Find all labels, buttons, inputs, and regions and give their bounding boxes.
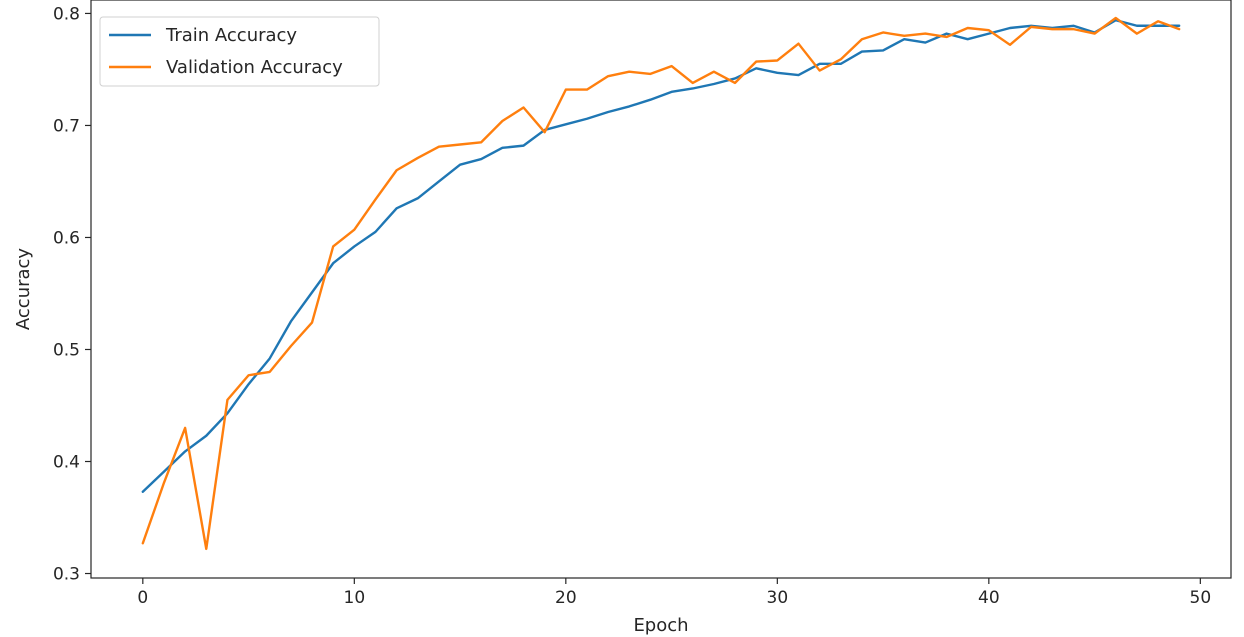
- legend-box: [99, 16, 380, 87]
- plot-frame: [90, 0, 1232, 579]
- y-tick-label: 0.8: [53, 4, 80, 24]
- y-axis-ticks: 0.3 0.4 0.5 0.6 0.7 0.8: [53, 4, 91, 585]
- x-tick-label: 10: [344, 588, 366, 608]
- x-tick-label: 50: [1190, 588, 1212, 608]
- x-tick-label: 20: [555, 588, 577, 608]
- series-line-validation-accuracy: [141, 16, 1181, 551]
- y-tick-label: 0.6: [53, 228, 80, 248]
- legend-label-train-accuracy: Train Accuracy: [165, 25, 297, 46]
- x-axis-label: Epoch: [633, 615, 688, 636]
- y-axis-label: Accuracy: [13, 248, 34, 331]
- x-tick-label: 30: [767, 588, 789, 608]
- y-tick-label: 0.5: [53, 340, 80, 360]
- legend-label-validation-accuracy: Validation Accuracy: [166, 57, 343, 78]
- x-tick-label: 40: [978, 588, 1000, 608]
- y-tick-label: 0.7: [53, 116, 80, 136]
- series-line-train-accuracy: [141, 18, 1181, 493]
- y-tick-label: 0.3: [53, 565, 80, 585]
- legend: Train Accuracy Validation Accuracy: [99, 16, 380, 87]
- plot-lines: [141, 16, 1181, 551]
- x-axis-ticks: 0 10 20 30 40 50: [137, 578, 1211, 608]
- x-tick-label: 0: [137, 588, 148, 608]
- y-tick-label: 0.4: [53, 453, 80, 473]
